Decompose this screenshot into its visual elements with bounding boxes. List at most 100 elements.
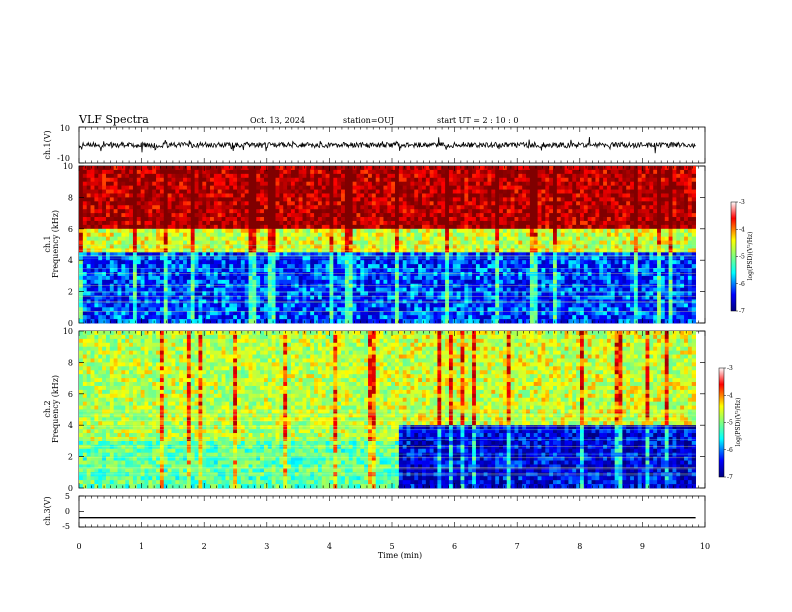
ch1-spectrogram-cell: [472, 201, 477, 206]
ch1-spectrogram-cell: [406, 181, 411, 187]
ch1-spectrogram-cell: [421, 295, 427, 300]
ch1-spectrogram-cell: [275, 201, 280, 206]
ch1-spectrogram-cell: [183, 201, 188, 206]
ch1-spectrogram-cell: [237, 236, 242, 241]
ch1-spectrogram-cell: [179, 197, 184, 202]
ch1-spectrogram-cell: [279, 189, 284, 194]
ch1-spectrogram-cell: [267, 228, 273, 234]
ch1-spectrogram-cell: [441, 213, 446, 218]
ch1-spectrogram-cell: [352, 279, 357, 285]
ch1-spectrogram-cell: [418, 169, 423, 175]
ch1-spectrogram-cell: [225, 217, 230, 222]
ch1-spectrogram-cell: [348, 232, 354, 238]
ch1-spectrogram-cell: [460, 220, 465, 226]
ch1-spectrogram-cell: [410, 287, 415, 293]
ch1-spectrogram-cell: [352, 236, 357, 241]
ch1-spectrogram-cell: [86, 244, 91, 249]
ch1-spectrogram-cell: [121, 303, 126, 308]
ch1-spectrogram-cell: [487, 279, 492, 285]
ch1-spectrogram-cell: [402, 166, 407, 171]
ch1-spectrogram-cell: [406, 295, 411, 300]
ch1-spectrogram-cell: [533, 209, 538, 214]
ch1-spectrogram-cell: [429, 201, 434, 206]
ch1-spectrogram-cell: [468, 181, 473, 187]
ch1-spectrogram-cell: [391, 264, 396, 269]
ch1-spectrogram-cell: [472, 315, 477, 320]
ch1-spectrogram-cell: [371, 228, 377, 234]
ch1-spectrogram-cell: [213, 311, 219, 316]
ch1-spectrogram-cell: [553, 166, 558, 171]
ch1-spectrogram-cell: [206, 228, 211, 234]
ch1-spectrogram-cell: [398, 173, 404, 179]
ch1-spectrogram-cell: [510, 205, 515, 210]
ch1-spectrogram-cell: [456, 279, 461, 285]
ch1-spectrogram-cell: [433, 228, 438, 234]
ch1-spectrogram-cell: [425, 217, 431, 222]
ch1-spectrogram-cell: [464, 220, 469, 226]
ch1-spectrogram-cell: [117, 224, 122, 230]
ch1-spectrogram-cell: [506, 256, 512, 261]
ch1-spectrogram-cell: [256, 185, 261, 190]
ch1-spectrogram-cell: [475, 275, 481, 281]
ch1-spectrogram-cell: [391, 224, 396, 230]
ch1-spectrogram-cell: [121, 205, 126, 210]
ch1-spectrogram-cell: [441, 201, 446, 206]
ch1-spectrogram-cell: [240, 271, 246, 277]
ch1-spectrogram-cell: [368, 205, 373, 210]
ch1-spectrogram-cell: [472, 232, 477, 238]
ch1-spectrogram-cell: [491, 189, 496, 194]
ch1-spectrogram-cell: [502, 177, 508, 183]
ch1-spectrogram-cell: [225, 173, 230, 179]
ch1-spectrogram-cell: [148, 209, 153, 214]
ch1-spectrogram-cell: [391, 303, 396, 308]
ch1-spectrogram-cell: [371, 181, 377, 187]
ch1-spectrogram-cell: [275, 193, 280, 198]
ch1-spectrogram-cell: [156, 224, 161, 230]
ch1-spectrogram-cell: [529, 201, 535, 206]
ch1-spectrogram-cell: [229, 291, 234, 296]
ch1-spectrogram-cell: [252, 220, 257, 226]
ch1-spectrogram-cell: [371, 307, 377, 312]
ch1-spectrogram-cell: [437, 193, 442, 198]
ch1-spectrogram-cell: [117, 271, 122, 277]
ch1-spectrogram-cell: [105, 217, 111, 222]
ch1-spectrogram-cell: [290, 209, 296, 214]
ch1-spectrogram-cell: [348, 311, 354, 316]
ch1-spectrogram-cell: [125, 166, 130, 171]
ch1-spectrogram-cell: [98, 169, 103, 175]
ch1-spectrogram-cell: [148, 224, 153, 230]
ch1-spectrogram-cell: [179, 193, 184, 198]
ch1-spectrogram-cell: [90, 220, 95, 226]
ch1-spectrogram-cell: [183, 224, 188, 230]
ch1-spectrogram-cell: [132, 291, 138, 296]
ch1-spectrogram-cell: [252, 311, 257, 316]
ch1-spectrogram-cell: [210, 268, 215, 273]
ch1-spectrogram-cell: [225, 307, 230, 312]
ch1-spectrogram-cell: [86, 169, 91, 175]
ch1-spectrogram-cell: [206, 311, 211, 316]
ch1-spectrogram-cell: [260, 177, 265, 183]
ch1-spectrogram-cell: [159, 268, 165, 273]
ch1-spectrogram-cell: [244, 252, 249, 257]
ch1-spectrogram-cell: [479, 213, 485, 218]
ch1-spectrogram-cell: [240, 185, 246, 190]
ch1-spectrogram-cell: [79, 185, 84, 190]
ch1-spectrogram-cell: [252, 295, 257, 300]
ch1-spectrogram-cell: [460, 275, 465, 281]
ch1-spectrogram-cell: [371, 248, 377, 253]
ch1-spectrogram-cell: [429, 185, 434, 190]
ch1-spectrogram-cell: [194, 268, 199, 273]
ch1-spectrogram-cell: [368, 252, 373, 257]
ch1-spectrogram-cell: [460, 217, 465, 222]
ch1-spectrogram-cell: [290, 264, 296, 269]
ch1-spectrogram-cell: [109, 319, 115, 324]
ch1-spectrogram-cell: [287, 303, 292, 308]
ch1-spectrogram-cell: [526, 244, 531, 249]
ch1-spectrogram-cell: [537, 193, 542, 198]
ch1-spectrogram-cell: [502, 166, 508, 171]
ch1-spectrogram-cell: [179, 248, 184, 253]
ch1-spectrogram-cell: [418, 173, 423, 179]
ch1-spectrogram-cell: [391, 228, 396, 234]
ch1-spectrogram-cell: [314, 169, 319, 175]
ch1-spectrogram-cell: [183, 303, 188, 308]
